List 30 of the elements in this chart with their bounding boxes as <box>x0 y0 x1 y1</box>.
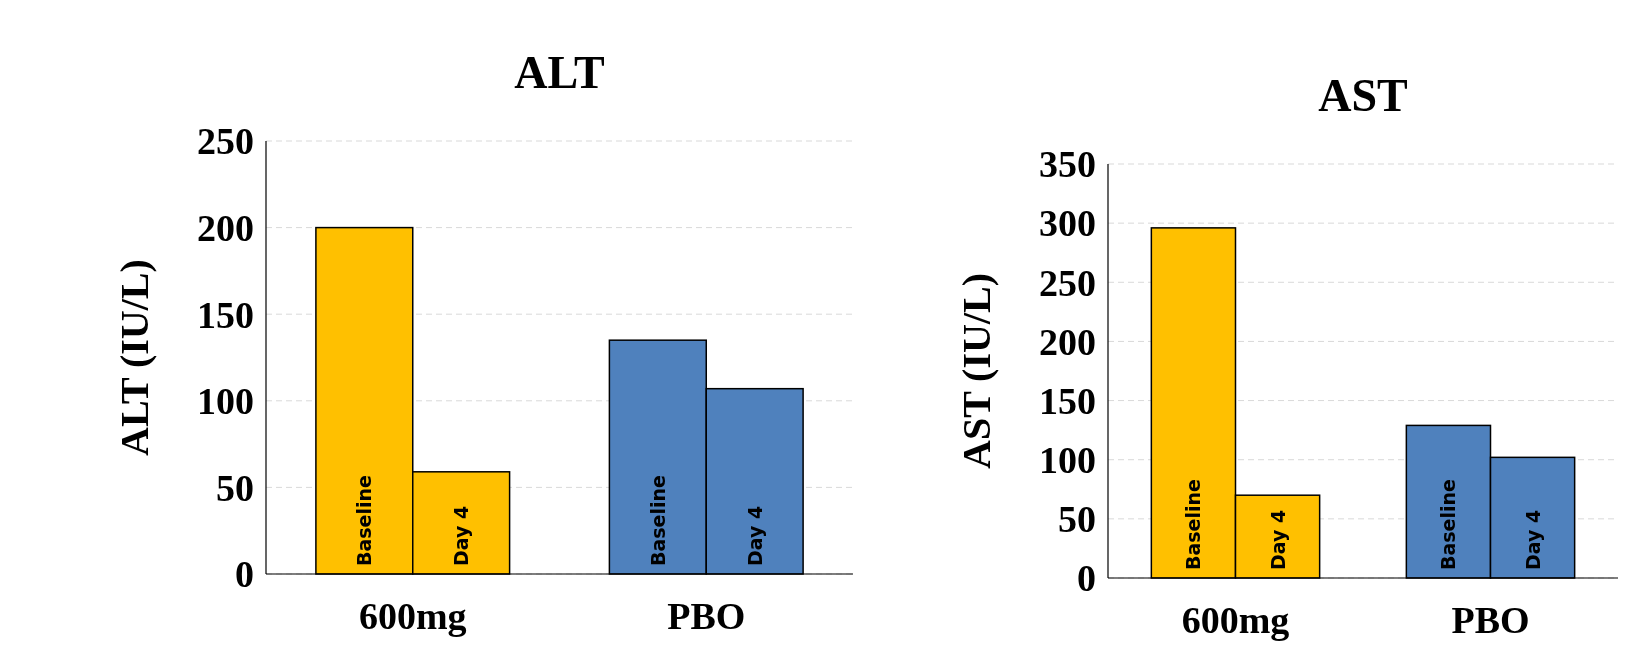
text: Baseline <box>646 475 669 566</box>
y-tick-label: 0 <box>235 553 254 596</box>
y-tick-label: 250 <box>197 120 254 163</box>
y-tick-label: 100 <box>1039 439 1096 482</box>
y-tick-label: 350 <box>1039 143 1096 186</box>
x-tick-label: 600mg <box>1181 599 1290 641</box>
y-tick-label: 50 <box>1058 498 1096 541</box>
chart-title: AST <box>1318 70 1408 121</box>
y-axis-title: ALT (IU/L) <box>112 259 157 456</box>
y-tick-label: 200 <box>1039 320 1096 363</box>
y-tick-label: 250 <box>1039 261 1096 304</box>
chart-title: ALT <box>514 47 605 98</box>
y-tick-label: 50 <box>216 466 254 509</box>
x-tick-label: 600mg <box>358 595 467 637</box>
text: Day 4 <box>1521 509 1544 570</box>
y-tick-label: 150 <box>1039 379 1096 422</box>
text: Day 4 <box>743 505 766 566</box>
y-axis-title: AST (IU/L) <box>954 273 999 469</box>
y-tick-label: 200 <box>197 206 254 249</box>
series-label: Day 4 <box>450 505 473 566</box>
series-label: Baseline <box>1182 479 1205 570</box>
x-tick-label: PBO <box>1451 599 1530 641</box>
y-tick-label: 150 <box>197 293 254 336</box>
x-tick-label: PBO <box>667 595 746 637</box>
y-tick-label: 100 <box>197 380 254 423</box>
text: Baseline <box>1437 479 1460 570</box>
series-label: Baseline <box>353 475 376 566</box>
series-label: Day 4 <box>1266 509 1289 570</box>
y-tick-label: 300 <box>1039 202 1096 245</box>
y-tick-label: 0 <box>1077 557 1096 600</box>
